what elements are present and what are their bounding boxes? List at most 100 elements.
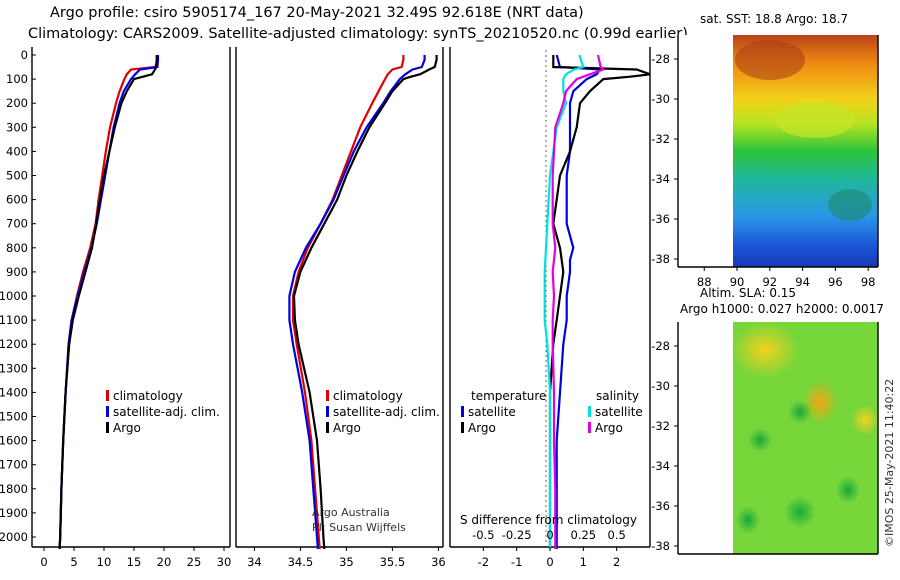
- series-line-satellite-adj-clim-: [288, 55, 426, 550]
- series-line-argo: [292, 55, 438, 550]
- legend-temperature-heading: temperature: [471, 389, 546, 403]
- sla-map-title-2: Argo h1000: 0.027 h2000: 0.0017: [680, 302, 884, 316]
- x-tick-label: 10: [97, 555, 112, 569]
- legend3-sal-satellite: satellite: [595, 405, 643, 419]
- depth-axis: 0 100 200 300 400 500 600 700 800 900 1000 1100 1200…: [0, 48, 36, 544]
- x2-tick-label: 0.25: [571, 528, 597, 542]
- lon-tick-label: 88: [697, 275, 712, 289]
- x2-tick-label: 0: [546, 528, 553, 542]
- depth-tick-label: 900: [6, 265, 28, 279]
- lon-tick-label: 94: [795, 275, 810, 289]
- legend2-satellite-swatch: [326, 406, 329, 417]
- lat-tick-label: -32: [651, 419, 670, 433]
- depth-tick-label: 400: [6, 144, 28, 158]
- depth-tick-label: 2000: [0, 530, 28, 544]
- legend-climatology: climatology: [113, 389, 183, 403]
- difference-xlabel: S difference from climatology: [460, 513, 637, 527]
- series-line-salinity-satellite: [543, 54, 585, 549]
- depth-tick-label: 1600: [0, 434, 28, 448]
- legend2-argo: Argo: [333, 421, 361, 435]
- title-line-1: Argo profile: csiro 5905174_167 20-May-2…: [50, 5, 584, 21]
- salinity-panel: 34 34.5 35 35.5 36 climatology satellite-adj…: [235, 47, 446, 569]
- lat-tick-label: -38: [651, 252, 670, 266]
- sla-map: Altim. SLA: 0.15 Argo h1000: 0.027 h2000…: [651, 286, 884, 555]
- legend3-temp-argo: Argo: [468, 421, 496, 435]
- sla-map-title-1: Altim. SLA: 0.15: [700, 286, 796, 300]
- series-line-salinity-argo: [551, 54, 606, 549]
- depth-tick-label: 0: [21, 48, 28, 62]
- annotation-argo-australia: Argo Australia: [312, 506, 390, 519]
- temperature-legend: climatology satellite-adj. clim. Argo: [106, 389, 220, 435]
- depth-tick-label: 1700: [0, 458, 28, 472]
- x-tick-label: -2: [478, 555, 489, 569]
- x-tick-label: 25: [187, 555, 202, 569]
- depth-tick-label: 500: [6, 169, 28, 183]
- sla-feature-6: [836, 476, 860, 504]
- x-tick-label: 0: [546, 555, 553, 569]
- sst-map: sat. SST: 18.8 Argo: 18.7 -28 -30 -32 -34 -3…: [651, 12, 879, 289]
- legend-argo-swatch: [106, 422, 109, 433]
- x-tick-label: -1: [511, 555, 522, 569]
- legend2-climatology: climatology: [333, 389, 403, 403]
- series-line-climatology: [58, 55, 158, 550]
- depth-tick-label: 700: [6, 217, 28, 231]
- lat-tick-label: -36: [651, 499, 670, 513]
- difference-legend: temperature satellite Argo salinity sate…: [461, 389, 643, 435]
- legend3-sal-argo: Argo: [595, 421, 623, 435]
- legend2-climatology-swatch: [326, 390, 329, 401]
- lat-tick-label: -28: [651, 339, 670, 353]
- lon-tick-label: 92: [762, 275, 777, 289]
- lat-tick-label: -32: [651, 132, 670, 146]
- depth-tick-label: 1900: [0, 506, 28, 520]
- sla-feature-3: [788, 400, 812, 424]
- sla-feature-1: [731, 322, 799, 378]
- x-tick-label: 1: [580, 555, 587, 569]
- x-tick-label: 34.5: [288, 555, 314, 569]
- legend3-temp-satellite-swatch: [461, 406, 464, 417]
- legend2-satellite: satellite-adj. clim.: [333, 405, 440, 419]
- x-tick-label: 34: [247, 555, 262, 569]
- lon-tick-label: 96: [828, 275, 843, 289]
- lat-tick-label: -36: [651, 212, 670, 226]
- legend3-sal-satellite-swatch: [588, 406, 591, 417]
- legend-salinity-heading: salinity: [596, 389, 639, 403]
- lon-tick-label: 90: [730, 275, 745, 289]
- x2-tick-label: -0.25: [502, 528, 532, 542]
- legend-satellite: satellite-adj. clim.: [113, 405, 220, 419]
- legend3-temp-argo-swatch: [461, 422, 464, 433]
- depth-tick-label: 100: [6, 72, 28, 86]
- x-tick-label: 35: [339, 555, 354, 569]
- depth-tick-label: 200: [6, 96, 28, 110]
- x2-tick-label: 0.5: [608, 528, 626, 542]
- depth-tick-label: 1200: [0, 337, 28, 351]
- sst-feature-1: [775, 102, 855, 138]
- depth-tick-label: 1800: [0, 482, 28, 496]
- x-tick-label: 5: [70, 555, 77, 569]
- lat-tick-label: -34: [651, 459, 670, 473]
- lat-tick-label: -38: [651, 539, 670, 553]
- depth-tick-label: 300: [6, 120, 28, 134]
- legend2-argo-swatch: [326, 422, 329, 433]
- legend-argo: Argo: [113, 421, 141, 435]
- lat-tick-label: -30: [651, 379, 670, 393]
- sla-feature-7: [736, 506, 760, 534]
- temperature-panel: 0 5 10 15 20 25 30 climatology satellite-adj. …: [31, 47, 232, 569]
- x-tick-label: 0: [40, 555, 47, 569]
- legend3-temp-satellite: satellite: [468, 405, 516, 419]
- legend-satellite-swatch: [106, 406, 109, 417]
- sst-map-title: sat. SST: 18.8 Argo: 18.7: [700, 12, 848, 26]
- footer-credit: ©IMOS 25-May-2021 11:40:22: [883, 379, 896, 547]
- sla-feature-5: [784, 496, 816, 528]
- x-tick-label: 30: [217, 555, 232, 569]
- depth-tick-label: 1500: [0, 410, 28, 424]
- legend3-sal-argo-swatch: [588, 422, 591, 433]
- x-tick-label: 20: [157, 555, 172, 569]
- x-tick-label: 2: [613, 555, 620, 569]
- annotation-pi: PI: Susan Wijffels: [312, 521, 406, 534]
- lat-tick-label: -28: [651, 52, 670, 66]
- depth-tick-label: 1400: [0, 385, 28, 399]
- depth-tick-label: 1300: [0, 361, 28, 375]
- depth-tick-label: 800: [6, 241, 28, 255]
- x2-tick-label: -0.5: [472, 528, 494, 542]
- series-line-temperature-satellite: [555, 54, 603, 549]
